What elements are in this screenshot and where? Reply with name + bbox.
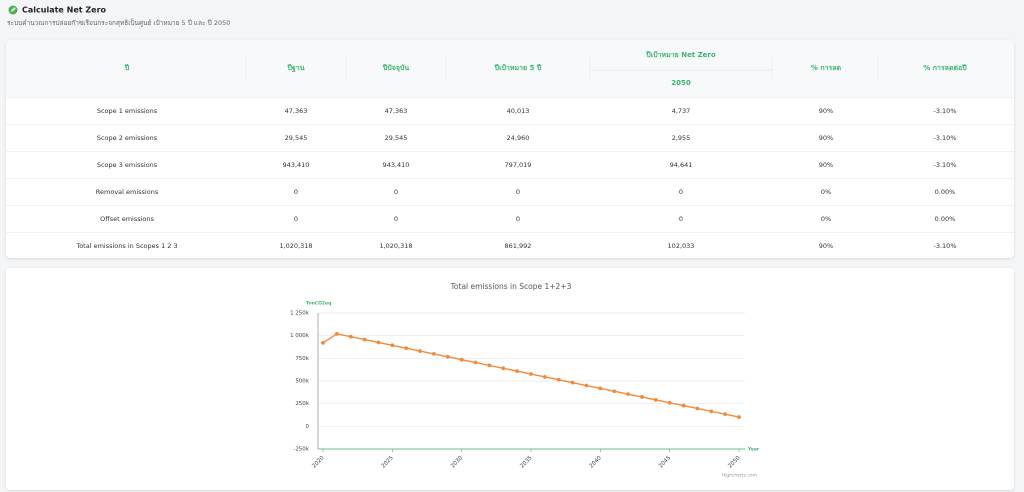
- table-cell: 0: [294, 215, 298, 223]
- chart-card: [6, 268, 1014, 490]
- table-cell: 47,363: [385, 107, 408, 115]
- table-cell: -3.10%: [934, 161, 957, 169]
- data-point: [390, 343, 395, 348]
- table-cell: 0: [516, 215, 520, 223]
- data-point: [626, 392, 630, 397]
- page-title: Calculate Net Zero: [22, 6, 107, 15]
- table-cell: 90%: [819, 242, 833, 250]
- table-cell: -3.10%: [934, 242, 957, 250]
- table-cell: 861,992: [505, 242, 532, 250]
- table-cell: 24,960: [507, 134, 530, 142]
- data-point: [598, 386, 603, 391]
- x-axis-title: Year: [747, 447, 760, 453]
- data-point: [473, 360, 478, 365]
- table-cell: 90%: [819, 107, 833, 115]
- chart-credit: Highcharts.com: [722, 473, 757, 479]
- app-icon-leaf: [10, 7, 16, 12]
- data-point: [667, 400, 672, 405]
- column-header: % การลดต่อปี: [923, 64, 967, 72]
- y-tick-label: -250k: [293, 447, 309, 453]
- data-point: [709, 409, 714, 414]
- table-cell: 943,410: [283, 161, 310, 169]
- column-header: ปีเป้าหมาย Net Zero: [645, 50, 716, 59]
- data-point: [570, 380, 575, 385]
- table-cell: 0: [394, 215, 398, 223]
- table-cell: 0: [679, 188, 683, 196]
- table-cell: 0: [294, 188, 298, 196]
- table-cell: 0.00%: [935, 215, 956, 223]
- data-point: [404, 346, 409, 351]
- table-cell: 0: [679, 215, 683, 223]
- table-cell: Scope 2 emissions: [97, 134, 158, 142]
- table-cell: 1,020,318: [279, 242, 312, 250]
- table-cell: 797,019: [505, 161, 532, 169]
- data-point: [376, 340, 381, 345]
- column-header: ปีปัจจุบัน: [382, 64, 410, 72]
- data-point: [681, 403, 686, 408]
- table-cell: -3.10%: [934, 134, 957, 142]
- table-cell: Total emissions in Scopes 1 2 3: [75, 242, 177, 250]
- table-cell: 1,020,318: [379, 242, 412, 250]
- table-header-bg: [6, 40, 1014, 97]
- column-header: ปีเป้าหมาย 5 ปี: [493, 63, 541, 72]
- data-point: [542, 375, 547, 379]
- data-point: [515, 369, 520, 374]
- y-tick-label: 250k: [295, 401, 309, 407]
- page-subtitle: ระบบคำนวณการปล่อยก๊าซเรือนกระจกสุทธิเป็น…: [7, 18, 230, 27]
- column-header: % การลด: [811, 64, 842, 72]
- y-tick-label: 0: [306, 424, 310, 430]
- data-point: [529, 372, 533, 376]
- data-point: [321, 341, 325, 345]
- table-cell: Offset emissions: [100, 215, 154, 223]
- y-axis-title: TonCO2eq: [306, 301, 331, 307]
- table-cell: 0%: [821, 188, 831, 196]
- table-cell: 90%: [819, 134, 833, 142]
- data-point: [501, 366, 506, 371]
- data-point: [653, 397, 658, 402]
- y-tick-label: 1 000k: [290, 333, 310, 339]
- column-header: ปี: [124, 64, 130, 72]
- data-point: [723, 412, 728, 417]
- table-cell: 40,013: [507, 107, 530, 115]
- data-point: [695, 406, 700, 411]
- table-cell: Scope 3 emissions: [97, 161, 158, 169]
- data-point: [432, 351, 436, 356]
- data-point: [584, 383, 589, 388]
- table-cell: 102,033: [668, 242, 695, 250]
- data-point: [334, 331, 339, 336]
- data-point: [640, 395, 644, 399]
- table-cell: 47,363: [285, 107, 308, 115]
- data-point: [737, 415, 741, 419]
- y-tick-label: 750k: [295, 356, 309, 362]
- y-tick-label: 500k: [295, 379, 309, 385]
- table-cell: 4,737: [672, 107, 691, 115]
- table-cell: 0.00%: [935, 188, 956, 196]
- data-point: [362, 337, 367, 342]
- column-header: ปีฐาน: [286, 64, 304, 73]
- table-cell: 29,545: [285, 134, 308, 142]
- data-point: [612, 389, 617, 394]
- column-subheader: 2050: [671, 79, 691, 87]
- chart-title: Total emissions in Scope 1+2+3: [450, 282, 572, 291]
- table-cell: 943,410: [383, 161, 410, 169]
- table-cell: 29,545: [385, 134, 408, 142]
- y-tick-label: 1 250k: [290, 311, 310, 317]
- data-point: [459, 357, 464, 362]
- table-cell: 0: [394, 188, 398, 196]
- table-cell: 94,641: [670, 161, 693, 169]
- table-cell: 2,955: [672, 134, 691, 142]
- data-point: [556, 377, 561, 382]
- table-cell: 90%: [819, 161, 833, 169]
- table-cell: Scope 1 emissions: [97, 107, 158, 115]
- table-cell: 0: [516, 188, 520, 196]
- table-cell: Removal emissions: [96, 188, 159, 196]
- table-cell: -3.10%: [934, 107, 957, 115]
- data-point: [487, 363, 492, 368]
- data-point: [348, 334, 353, 339]
- data-point: [445, 354, 450, 359]
- table-cell: 0%: [821, 215, 831, 223]
- data-point: [418, 349, 422, 353]
